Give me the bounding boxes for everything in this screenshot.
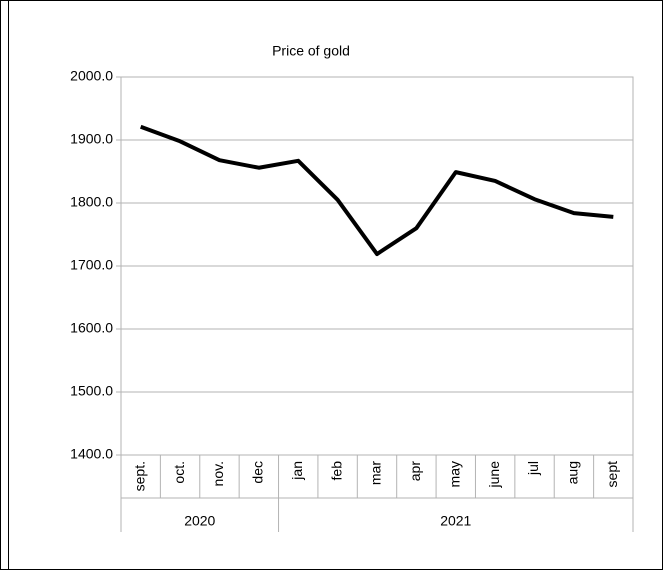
y-tick-label: 1700.0	[70, 257, 113, 273]
group-label: 2020	[184, 513, 215, 529]
plot-border	[120, 76, 634, 456]
x-tick-label: jan	[289, 461, 305, 481]
x-tick-label: aug	[565, 461, 581, 484]
y-tick-label: 1400.0	[70, 446, 113, 462]
y-tick-label: 1900.0	[70, 131, 113, 147]
x-tick-label: apr	[407, 461, 423, 482]
x-tick-label: nov.	[210, 461, 226, 486]
x-tick-label: feb	[328, 461, 344, 481]
x-tick-label: jul	[525, 461, 541, 476]
x-tick-label: mar	[368, 461, 384, 485]
group-label: 2021	[440, 513, 471, 529]
x-tick-label: dec	[250, 461, 266, 484]
y-tick-label: 2000.0	[70, 68, 113, 84]
x-tick-label: may	[446, 461, 462, 487]
x-tick-label: oct.	[171, 461, 187, 484]
line-series	[140, 124, 614, 257]
y-tick-label: 1800.0	[70, 194, 113, 210]
y-tick-label: 1500.0	[70, 383, 113, 399]
x-tick-label: june	[486, 461, 502, 489]
y-tick-label: 1600.0	[70, 320, 113, 336]
x-tick-label: sept	[604, 461, 620, 488]
x-tick-label: sept.	[131, 461, 147, 491]
chart-title: Price of gold	[272, 43, 350, 59]
